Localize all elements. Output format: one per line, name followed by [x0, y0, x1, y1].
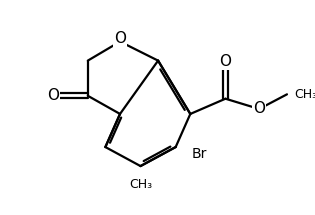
Text: O: O: [114, 31, 126, 46]
Text: O: O: [220, 54, 232, 69]
Text: Br: Br: [192, 147, 207, 161]
Text: CH₃: CH₃: [129, 178, 152, 191]
Text: O: O: [253, 101, 265, 117]
Text: CH₃: CH₃: [294, 88, 315, 101]
Text: O: O: [47, 88, 59, 103]
